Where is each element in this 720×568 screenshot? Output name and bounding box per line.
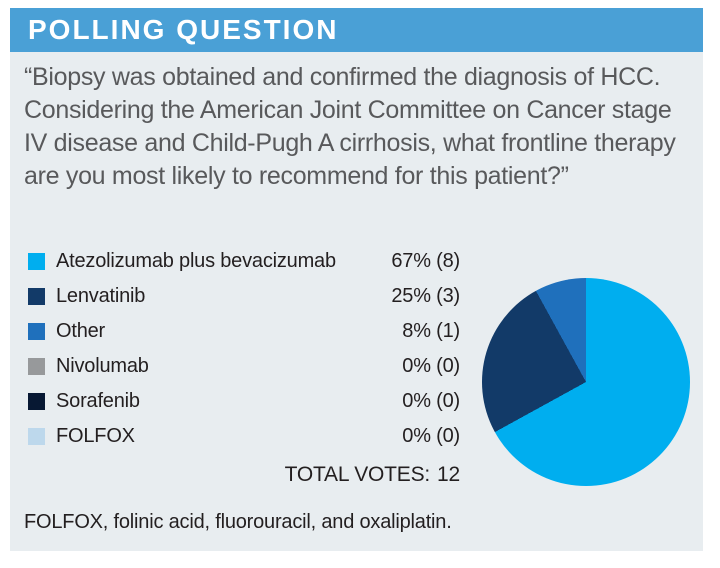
option-label: Lenvatinib	[56, 285, 146, 307]
option-result: 67% (8)	[391, 250, 460, 272]
option-label: Other	[56, 320, 106, 342]
total-votes-label: TOTAL VOTES:	[284, 463, 431, 486]
footnote-abbreviation: FOLFOX, folinic acid, fluorouracil, and …	[24, 511, 452, 533]
option-label: Sorafenib	[56, 390, 140, 412]
option-result: 0% (0)	[402, 355, 460, 377]
color-swatch-icon	[28, 428, 45, 445]
total-votes-value: 12	[437, 463, 460, 486]
poll-results-legend: Atezolizumab plus bevacizumab 67% (8) Le…	[28, 244, 460, 454]
color-swatch-icon	[28, 288, 45, 305]
color-swatch-icon	[28, 253, 45, 270]
polling-header-bar: POLLING QUESTION	[10, 8, 703, 52]
poll-question-text: “Biopsy was obtained and confirmed the d…	[24, 63, 676, 190]
legend-row-other: Other 8% (1)	[28, 314, 460, 349]
color-swatch-icon	[28, 358, 45, 375]
option-result: 0% (0)	[402, 425, 460, 447]
color-swatch-icon	[28, 393, 45, 410]
legend-row-nivolumab: Nivolumab 0% (0)	[28, 349, 460, 384]
pie-chart	[482, 278, 690, 486]
legend-row-atezolizumab: Atezolizumab plus bevacizumab 67% (8)	[28, 244, 460, 279]
option-result: 25% (3)	[391, 285, 460, 307]
total-votes: TOTAL VOTES: 12	[28, 463, 461, 487]
option-label: Nivolumab	[56, 355, 149, 377]
option-result: 0% (0)	[402, 390, 460, 412]
page-title: POLLING QUESTION	[28, 14, 339, 45]
option-label: FOLFOX	[56, 425, 135, 447]
option-label: Atezolizumab plus bevacizumab	[56, 250, 336, 272]
legend-row-sorafenib: Sorafenib 0% (0)	[28, 384, 460, 419]
option-result: 8% (1)	[402, 320, 460, 342]
legend-row-folfox: FOLFOX 0% (0)	[28, 419, 460, 454]
color-swatch-icon	[28, 323, 45, 340]
legend-row-lenvatinib: Lenvatinib 25% (3)	[28, 279, 460, 314]
polling-body: “Biopsy was obtained and confirmed the d…	[10, 52, 703, 551]
polling-card: POLLING QUESTION “Biopsy was obtained an…	[10, 8, 703, 551]
